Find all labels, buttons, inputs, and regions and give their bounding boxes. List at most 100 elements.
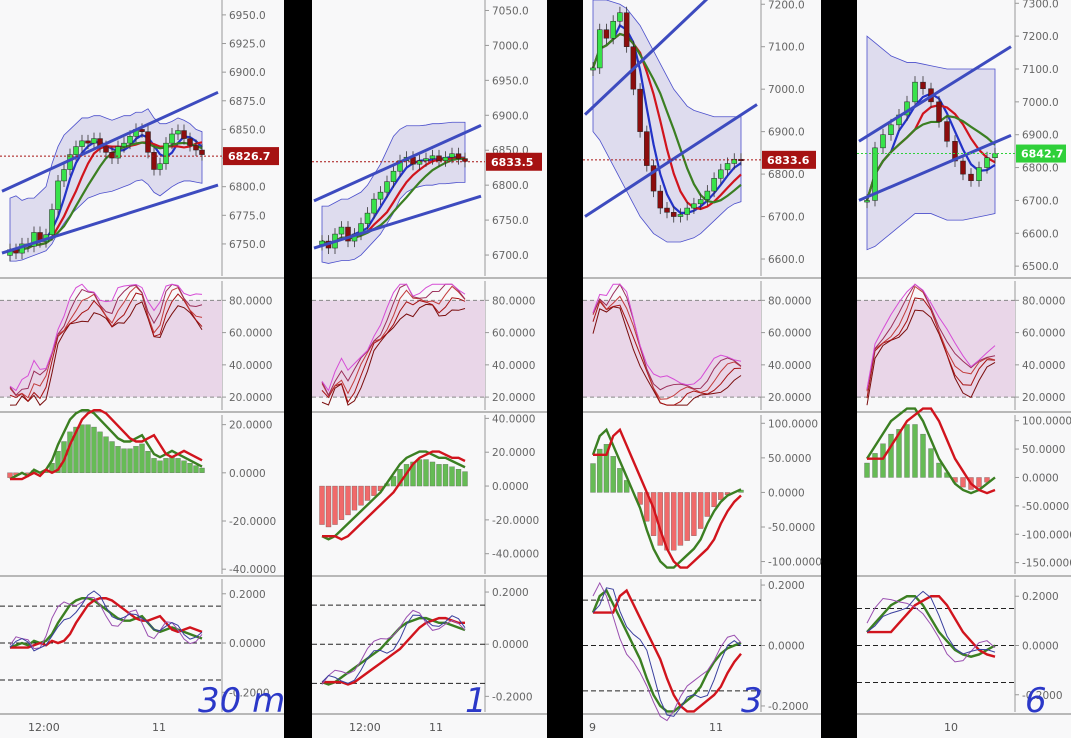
- osc-green-line: [866, 595, 996, 658]
- axis-tick-label: 20.0000: [492, 447, 535, 459]
- rsi-line: [321, 297, 466, 404]
- macd-histogram-bar: [133, 446, 139, 473]
- candle: [872, 147, 878, 201]
- rsi-line: [592, 300, 742, 406]
- candle: [377, 191, 384, 200]
- macd-histogram-bar: [193, 465, 199, 473]
- macd-histogram-bar: [928, 448, 934, 478]
- price-label: 6833.5: [491, 156, 533, 169]
- macd-histogram-bar: [462, 471, 468, 487]
- macd-histogram-bar: [7, 472, 13, 478]
- candle: [127, 136, 133, 144]
- axis-tick-label: 0.2000: [229, 589, 266, 601]
- macd-histogram-bar: [127, 448, 133, 473]
- axis-tick-label: 6900.0: [492, 110, 529, 122]
- macd-signal-line: [867, 407, 996, 495]
- rsi-line: [9, 301, 203, 406]
- candle: [423, 158, 429, 161]
- candle: [936, 101, 942, 122]
- axis-tick-label: -100.0000: [768, 557, 822, 569]
- axis-tick-label: 6900.0: [1022, 130, 1059, 142]
- macd-histogram-bar: [976, 477, 982, 488]
- rsi-band: [583, 300, 761, 398]
- axis-tick-label: -0.2000: [492, 691, 533, 703]
- macd-histogram-bar: [436, 464, 442, 487]
- trend-channel-lower: [858, 133, 1012, 202]
- x-tick-label: 11: [152, 721, 166, 734]
- osc-blue-line: [9, 590, 203, 652]
- candle: [436, 155, 442, 161]
- candle: [864, 200, 870, 203]
- macd-histogram-bar: [139, 443, 145, 473]
- trend-channel-lower: [584, 103, 758, 218]
- axis-tick-label: 100.0000: [768, 418, 818, 430]
- rsi-line: [9, 283, 203, 392]
- axis-tick-label: 6775.0: [229, 210, 266, 222]
- ma-green-line: [591, 32, 742, 204]
- candle: [590, 67, 596, 71]
- trend-channel-upper: [583, 0, 709, 116]
- macd-histogram-bar: [677, 492, 684, 546]
- axis-tick-label: 6750.0: [229, 239, 266, 251]
- trend-channel-lower: [1, 183, 219, 255]
- candle: [390, 170, 397, 182]
- macd-histogram-bar: [416, 459, 423, 487]
- price-label-box: [223, 147, 279, 166]
- axis-tick-label: 7000.0: [1022, 97, 1059, 109]
- candle: [371, 198, 377, 214]
- macd-histogram-bar: [332, 485, 338, 525]
- axis-tick-label: 80.0000: [492, 295, 535, 307]
- osc-red-line: [593, 588, 742, 713]
- axis-tick-label: 6950.0: [229, 10, 266, 22]
- axis-tick-label: 80.0000: [768, 295, 811, 307]
- axis-tick-label: -50.0000: [1022, 501, 1069, 513]
- osc-blue-line: [592, 587, 742, 717]
- axis-tick-label: 7050.0: [492, 5, 529, 17]
- macd-histogram-bar: [960, 477, 966, 488]
- axis-tick-label: 0.0000: [768, 641, 805, 653]
- candle: [345, 226, 351, 242]
- candle: [880, 134, 886, 149]
- macd-histogram-bar: [912, 424, 918, 478]
- candle: [984, 157, 990, 168]
- macd-histogram-bar: [199, 467, 205, 473]
- candle: [637, 88, 643, 132]
- rsi-line: [321, 303, 466, 406]
- axis-tick-label: -40.0000: [229, 564, 276, 576]
- axis-tick-label: 20.0000: [1022, 392, 1065, 404]
- macd-histogram-bar: [442, 464, 449, 487]
- axis-tick-label: 20.0000: [229, 420, 272, 432]
- trend-channel-upper: [858, 45, 1012, 143]
- osc-red-line: [867, 595, 996, 658]
- axis-tick-label: 40.0000: [492, 413, 535, 425]
- candle: [644, 131, 650, 166]
- axis-tick-label: -0.2000: [1022, 690, 1063, 702]
- axis-tick-label: 20.0000: [492, 392, 535, 404]
- macd-histogram-bar: [590, 463, 596, 493]
- candle: [731, 158, 738, 164]
- bollinger-band: [321, 121, 466, 264]
- candle: [596, 29, 603, 69]
- rsi-line: [321, 285, 466, 397]
- macd-histogram-bar: [429, 461, 436, 487]
- candle: [449, 153, 455, 158]
- macd-histogram-bar: [85, 424, 91, 473]
- bollinger-band: [866, 35, 996, 251]
- candle: [455, 153, 462, 159]
- macd-histogram-bar: [109, 441, 115, 473]
- axis-tick-label: 6950.0: [492, 75, 529, 87]
- macd-histogram-bar: [371, 485, 377, 496]
- macd-histogram-bar: [449, 466, 455, 487]
- axis-tick-label: 0.0000: [492, 481, 529, 493]
- candle: [664, 207, 670, 213]
- axis-tick-label: 6500.0: [1022, 261, 1059, 273]
- osc-green-line: [591, 588, 742, 713]
- axis-tick-label: 6800.0: [229, 182, 266, 194]
- annotation-text: 6: [1025, 681, 1047, 721]
- axis-tick-label: 6850.0: [229, 124, 266, 136]
- candle: [442, 156, 449, 161]
- axis-tick-label: 6750.0: [492, 215, 529, 227]
- axis-tick-label: 0.0000: [1022, 641, 1059, 653]
- axis-tick-label: 0.0000: [229, 468, 266, 480]
